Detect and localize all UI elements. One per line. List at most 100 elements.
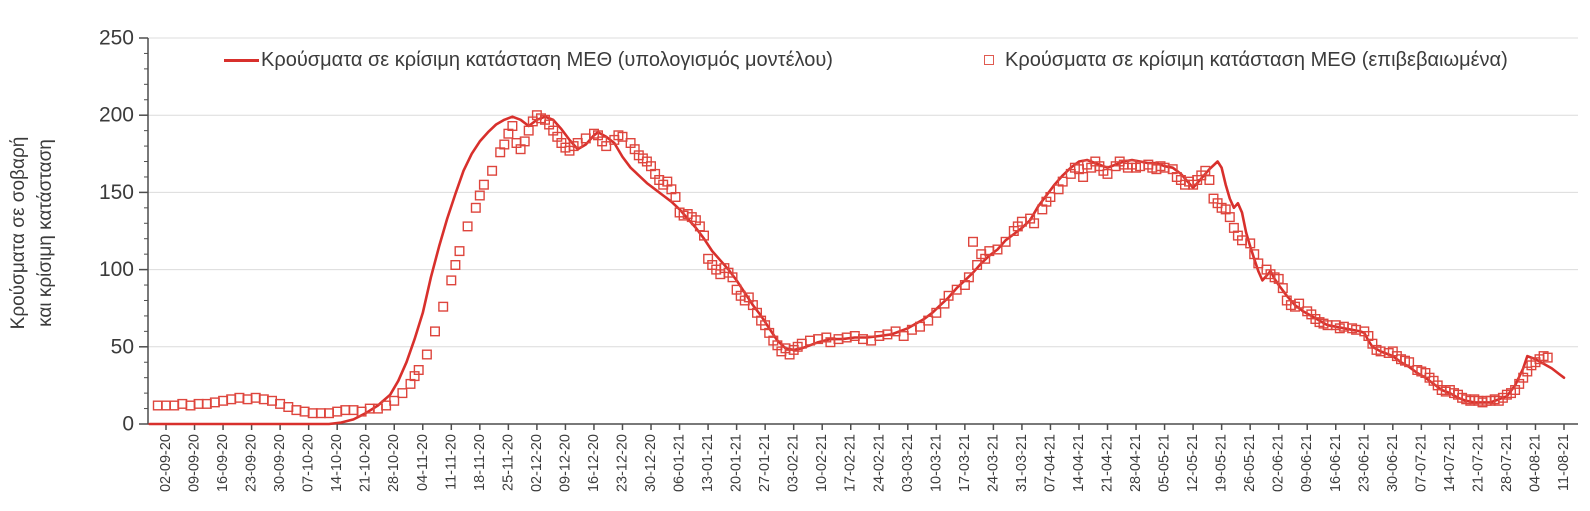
- legend-label-confirmed: Κρούσματα σε κρίσιμη κατάσταση ΜΕΘ (επιβ…: [1005, 48, 1508, 71]
- x-tick-label: 02-09-20: [158, 434, 174, 492]
- confirmed-point: [1224, 212, 1235, 223]
- x-tick-label: 18-11-20: [472, 434, 488, 491]
- x-tick-label: 28-10-20: [386, 434, 402, 492]
- confirmed-point: [992, 244, 1003, 255]
- confirmed-point: [601, 141, 612, 152]
- x-tick-label: 19-05-21: [1214, 434, 1230, 492]
- confirmed-point: [943, 290, 954, 301]
- confirmed-point: [519, 136, 530, 147]
- x-tick-label: 14-10-20: [329, 434, 345, 492]
- confirmed-point: [915, 321, 926, 332]
- x-tick-label: 05-05-21: [1157, 434, 1173, 492]
- x-tick-label: 26-05-21: [1242, 434, 1258, 492]
- x-tick-label: 31-03-21: [1014, 434, 1030, 492]
- x-tick-label: 11-08-21: [1556, 434, 1572, 491]
- confirmed-point: [201, 398, 212, 409]
- x-tick-label: 20-01-21: [729, 434, 745, 492]
- confirmed-point: [617, 131, 628, 142]
- x-tick-label: 30-06-21: [1385, 434, 1401, 492]
- x-tick-label: 21-07-21: [1470, 434, 1486, 492]
- confirmed-point: [234, 392, 245, 403]
- legend-item-model: Κρούσματα σε κρίσιμη κατάσταση ΜΕΘ (υπολ…: [224, 46, 833, 74]
- x-tick-label: 21-10-20: [358, 434, 374, 492]
- confirmed-point: [1294, 298, 1305, 309]
- confirmed-point: [267, 395, 278, 406]
- x-tick-label: 07-10-20: [301, 434, 317, 492]
- confirmed-point: [250, 392, 261, 403]
- x-tick-label: 14-07-21: [1442, 434, 1458, 492]
- y-tick-label: 250: [99, 27, 134, 50]
- confirmed-point: [670, 191, 681, 202]
- line-swatch-icon: [224, 58, 259, 62]
- y-tick-label: 0: [122, 413, 134, 436]
- confirmed-point: [1057, 176, 1068, 187]
- x-tick-label: 10-02-21: [814, 434, 830, 492]
- confirmed-point: [1000, 236, 1011, 247]
- y-tick-label: 150: [99, 181, 134, 204]
- x-tick-label: 24-02-21: [871, 434, 887, 492]
- x-tick-label: 10-03-21: [928, 434, 944, 492]
- confirmed-point: [324, 408, 335, 419]
- confirmed-point: [1102, 168, 1113, 179]
- x-tick-label: 13-01-21: [700, 434, 716, 492]
- confirmed-point: [1277, 283, 1288, 294]
- confirmed-point: [450, 260, 461, 271]
- confirmed-point: [523, 125, 534, 136]
- x-tick-label: 14-04-21: [1071, 434, 1087, 492]
- confirmed-point: [931, 307, 942, 318]
- square-marker-icon: [984, 55, 994, 65]
- x-tick-label: 09-06-21: [1299, 434, 1315, 492]
- x-tick-label: 21-04-21: [1100, 434, 1116, 492]
- confirmed-point: [209, 397, 220, 408]
- confirmed-point: [307, 408, 318, 419]
- confirmed-point: [291, 405, 302, 416]
- confirmed-point: [1245, 238, 1256, 249]
- x-tick-label: 03-03-21: [900, 434, 916, 492]
- confirmed-point: [1542, 352, 1553, 363]
- confirmed-point: [438, 301, 449, 312]
- y-axis-title: Κρούσματα σε σοβαρή και κρίσιμη κατάστασ…: [5, 137, 59, 330]
- confirmed-point: [258, 394, 269, 405]
- x-tick-label: 28-04-21: [1128, 434, 1144, 492]
- x-tick-label: 24-03-21: [985, 434, 1001, 492]
- confirmed-point: [413, 365, 424, 376]
- confirmed-point: [226, 394, 237, 405]
- confirmed-point: [1045, 191, 1056, 202]
- confirmed-point: [177, 398, 188, 409]
- confirmed-point: [699, 230, 710, 241]
- confirmed-point: [1404, 357, 1415, 368]
- confirmed-point: [242, 394, 253, 405]
- x-tick-label: 16-12-20: [586, 434, 602, 492]
- confirmed-point: [348, 405, 359, 416]
- x-tick-label: 25-11-20: [500, 434, 516, 491]
- y-axis-title-line2: και κρίσιμη κατάσταση: [35, 139, 56, 327]
- confirmed-point: [474, 190, 485, 201]
- x-tick-label: 17-03-21: [957, 434, 973, 492]
- confirmed-point: [923, 315, 934, 326]
- x-tick-label: 16-09-20: [215, 434, 231, 492]
- confirmed-point: [218, 395, 229, 406]
- confirmed-point: [487, 165, 498, 176]
- x-tick-label: 09-12-20: [557, 434, 573, 492]
- model-line: [148, 115, 1566, 426]
- x-tick-label: 23-12-20: [614, 434, 630, 492]
- x-tick-label: 17-02-21: [843, 434, 859, 492]
- confirmed-point: [169, 400, 180, 411]
- confirmed-point: [1253, 258, 1264, 269]
- confirmed-point: [340, 405, 351, 416]
- x-tick-label: 23-06-21: [1356, 434, 1372, 492]
- confirmed-point: [152, 400, 163, 411]
- x-tick-label: 16-06-21: [1328, 434, 1344, 492]
- confirmed-point: [446, 275, 457, 286]
- confirmed-point: [421, 349, 432, 360]
- x-tick-label: 07-07-21: [1413, 434, 1429, 492]
- x-tick-label: 04-11-20: [415, 434, 431, 491]
- x-tick-label: 11-11-20: [443, 434, 459, 490]
- confirmed-point: [858, 334, 869, 345]
- confirmed-point: [283, 402, 294, 413]
- confirmed-point: [470, 202, 481, 213]
- confirmed-point: [462, 221, 473, 232]
- x-tick-label: 30-09-20: [272, 434, 288, 492]
